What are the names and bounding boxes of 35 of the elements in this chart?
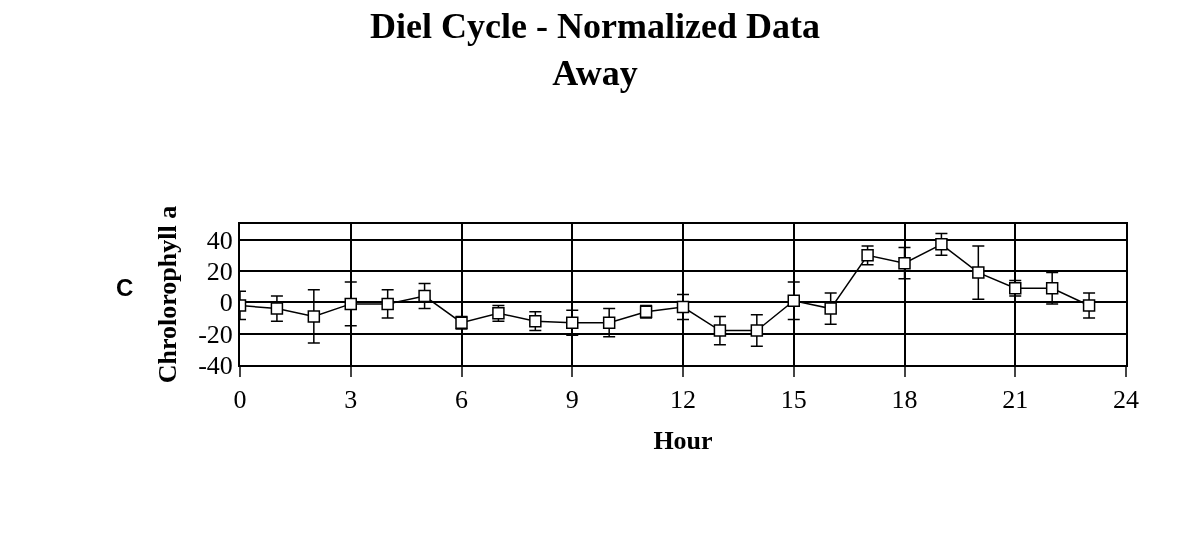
point	[824, 302, 837, 315]
y-tick-label: 0	[219, 288, 233, 318]
point	[898, 256, 911, 270]
x-tick-label: 21	[1002, 385, 1029, 415]
x-axis-title: Hour	[653, 426, 713, 456]
x-tick-label: 12	[670, 385, 696, 415]
text: C	[116, 274, 134, 301]
point	[935, 238, 948, 251]
y-tick-label: -40	[198, 351, 233, 381]
point	[972, 266, 985, 279]
x-tick-label: 6	[455, 385, 468, 415]
x-tick-label: 18	[891, 385, 918, 415]
y-axis-title: Chrolorophyll a	[153, 205, 183, 384]
point	[381, 297, 394, 311]
point	[344, 297, 357, 311]
point	[750, 324, 764, 337]
chart-subtitle: Away	[552, 53, 638, 94]
point	[566, 316, 579, 329]
point	[270, 302, 284, 315]
chart-title: Diel Cycle - Normalized Data	[370, 6, 820, 47]
x-tick-label: 3	[344, 385, 358, 415]
point	[307, 310, 321, 323]
point	[1082, 299, 1096, 312]
point	[418, 289, 431, 303]
y-tick-label: -20	[198, 319, 233, 349]
y-tick-label: 20	[206, 257, 233, 287]
point	[713, 324, 727, 337]
point	[676, 300, 690, 314]
x-tick-label: 9	[565, 385, 579, 415]
x-tick-label: 15	[780, 385, 807, 415]
point	[787, 294, 800, 308]
x-tick-label: 24	[1113, 385, 1139, 415]
point	[602, 316, 616, 329]
y-tick-label: 40	[206, 225, 233, 255]
point	[1045, 281, 1059, 295]
